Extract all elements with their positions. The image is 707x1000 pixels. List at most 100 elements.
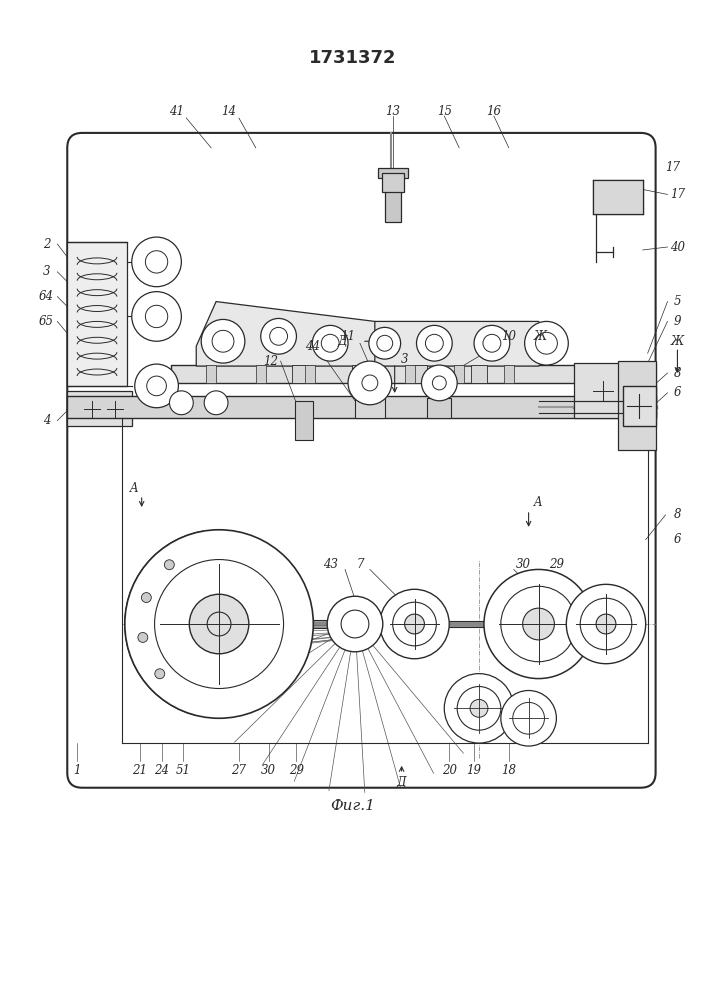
- Text: 14: 14: [221, 105, 236, 118]
- Text: Д: Д: [337, 335, 347, 348]
- Text: 9: 9: [674, 315, 681, 328]
- Text: 51: 51: [176, 764, 191, 777]
- Bar: [574, 363, 655, 418]
- Bar: [623, 386, 655, 426]
- Circle shape: [525, 321, 568, 365]
- Text: 30: 30: [516, 558, 531, 571]
- Bar: [256, 365, 266, 383]
- Text: Ж: Ж: [671, 335, 684, 348]
- Polygon shape: [125, 531, 209, 715]
- Circle shape: [369, 327, 401, 359]
- Bar: [411, 365, 428, 383]
- Circle shape: [327, 596, 382, 652]
- Text: 40: 40: [670, 241, 685, 254]
- Text: 11: 11: [341, 330, 356, 343]
- Circle shape: [204, 391, 228, 415]
- Text: 24: 24: [154, 764, 169, 777]
- Circle shape: [501, 690, 556, 746]
- Text: 3: 3: [401, 353, 409, 366]
- Bar: [206, 365, 216, 383]
- Circle shape: [380, 589, 449, 659]
- Text: 43: 43: [322, 558, 338, 571]
- Text: 29: 29: [549, 558, 564, 571]
- Circle shape: [348, 361, 392, 405]
- Bar: [67, 242, 127, 386]
- Bar: [618, 361, 655, 450]
- Text: 6: 6: [674, 386, 681, 399]
- Text: 17: 17: [665, 161, 680, 174]
- Bar: [171, 365, 588, 383]
- Text: 8: 8: [674, 508, 681, 521]
- Text: 27: 27: [231, 764, 247, 777]
- Text: 64: 64: [39, 290, 54, 303]
- Bar: [352, 365, 368, 383]
- Bar: [67, 396, 655, 418]
- Text: 4: 4: [42, 414, 50, 427]
- Bar: [305, 365, 315, 383]
- Circle shape: [444, 674, 514, 743]
- Text: 12: 12: [263, 355, 278, 368]
- Text: 8: 8: [674, 367, 681, 380]
- Bar: [355, 365, 365, 383]
- Circle shape: [132, 237, 182, 287]
- Text: 6: 6: [674, 533, 681, 546]
- Bar: [385, 173, 401, 222]
- Circle shape: [132, 292, 182, 341]
- Text: 29: 29: [289, 764, 304, 777]
- Text: 7: 7: [356, 558, 363, 571]
- Polygon shape: [375, 321, 559, 366]
- Text: A: A: [129, 482, 138, 495]
- Circle shape: [261, 318, 296, 354]
- Text: Д: Д: [397, 776, 407, 789]
- Circle shape: [125, 530, 313, 718]
- Circle shape: [416, 325, 452, 361]
- Circle shape: [170, 391, 193, 415]
- Bar: [296, 401, 313, 440]
- Circle shape: [474, 325, 510, 361]
- Bar: [378, 168, 407, 178]
- Circle shape: [566, 584, 645, 664]
- Text: 19: 19: [467, 764, 481, 777]
- Text: 17: 17: [670, 188, 685, 201]
- Text: 1: 1: [74, 764, 81, 777]
- Bar: [293, 365, 308, 383]
- Text: 41: 41: [169, 105, 184, 118]
- Text: 65: 65: [39, 315, 54, 328]
- Text: 30: 30: [261, 764, 276, 777]
- Text: 3: 3: [42, 265, 50, 278]
- Circle shape: [141, 593, 151, 603]
- Bar: [404, 365, 414, 383]
- Circle shape: [312, 325, 348, 361]
- Circle shape: [470, 699, 488, 717]
- Bar: [471, 365, 487, 383]
- Bar: [593, 180, 643, 214]
- Text: 5: 5: [674, 295, 681, 308]
- Text: 1731372: 1731372: [309, 49, 397, 67]
- Bar: [67, 391, 132, 426]
- Text: 10: 10: [501, 330, 516, 343]
- Polygon shape: [197, 302, 390, 366]
- Circle shape: [522, 608, 554, 640]
- Text: 44: 44: [305, 340, 320, 353]
- Circle shape: [138, 632, 148, 642]
- Circle shape: [484, 569, 593, 679]
- Circle shape: [135, 364, 178, 408]
- Bar: [428, 398, 451, 418]
- Circle shape: [189, 594, 249, 654]
- Circle shape: [421, 365, 457, 401]
- Text: 18: 18: [501, 764, 516, 777]
- Text: A: A: [534, 496, 543, 509]
- Text: 15: 15: [437, 105, 452, 118]
- Text: 2: 2: [42, 238, 50, 251]
- Text: 16: 16: [486, 105, 501, 118]
- Bar: [355, 396, 385, 418]
- Circle shape: [596, 614, 616, 634]
- Text: 13: 13: [385, 105, 400, 118]
- Text: 20: 20: [442, 764, 457, 777]
- Text: Фиг.1: Фиг.1: [331, 799, 375, 813]
- Bar: [454, 365, 464, 383]
- Bar: [382, 173, 404, 192]
- Circle shape: [404, 614, 424, 634]
- Bar: [504, 365, 514, 383]
- Text: 21: 21: [132, 764, 147, 777]
